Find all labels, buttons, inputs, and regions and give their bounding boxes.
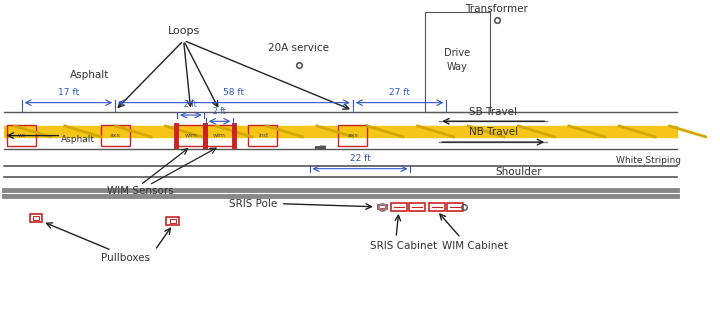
Bar [30,214,42,221]
Text: ind: ind [258,133,268,138]
Text: SRIS Pole: SRIS Pole [229,199,277,209]
Text: axs: axs [347,133,359,138]
Bar [425,12,490,112]
Text: 2 ft: 2 ft [213,107,226,116]
Bar [391,203,407,211]
Text: Pullboxes: Pullboxes [102,253,150,263]
Bar [33,216,40,220]
Text: WIM Sensors: WIM Sensors [107,186,174,196]
Text: WIM Cabinet: WIM Cabinet [442,241,508,251]
Text: 27 ft: 27 ft [389,88,410,97]
Bar [429,203,445,211]
Text: axs: axs [109,133,121,138]
Bar [378,205,387,209]
Text: Asphalt: Asphalt [71,70,109,80]
Bar [248,125,277,146]
Bar [176,125,205,146]
Text: wim: wim [213,133,226,138]
Bar [7,125,36,146]
Bar [101,125,130,146]
Text: Loops: Loops [168,26,199,36]
Bar [170,219,176,223]
Text: 20A service: 20A service [269,43,329,53]
Text: SRIS Cabinet: SRIS Cabinet [369,241,437,251]
Text: Asphalt: Asphalt [60,136,95,144]
Text: wim: wim [184,133,197,138]
Bar [205,125,234,146]
Text: 22 ft: 22 ft [350,154,370,163]
Text: wc: wc [17,133,26,138]
Bar [447,203,463,211]
Text: NB Travel: NB Travel [469,128,518,137]
Text: Drive: Drive [444,48,470,58]
Text: 17 ft: 17 ft [58,88,79,97]
Text: White Striping: White Striping [616,156,680,165]
Bar [409,203,425,211]
Text: Shoulder: Shoulder [495,167,541,177]
Text: SB Travel: SB Travel [469,107,517,117]
Bar [338,125,367,146]
Text: 2 ft: 2 ft [184,100,197,109]
Text: Way: Way [447,62,467,72]
Bar [166,217,179,225]
Text: 58 ft: 58 ft [223,88,245,97]
Text: Transformer: Transformer [465,4,528,14]
